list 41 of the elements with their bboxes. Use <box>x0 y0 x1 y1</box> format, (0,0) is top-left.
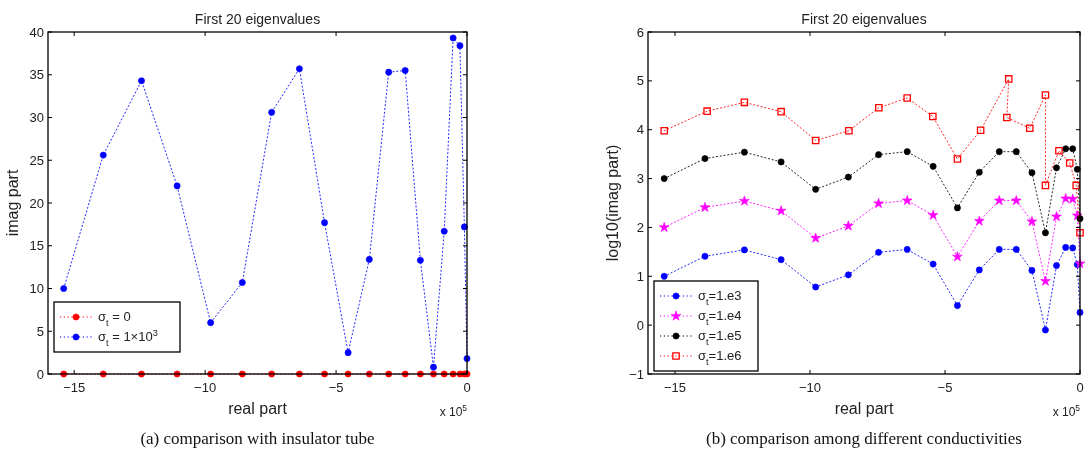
legend-label: σ$_{t}$=1.e3 <box>698 288 742 307</box>
y-tick-label: 20 <box>29 195 44 211</box>
y-tick-label: 2 <box>636 219 644 235</box>
y-tick-label: 30 <box>29 110 44 125</box>
x-tick-label: −10 <box>798 380 822 395</box>
legend-label: σ$_{t}$=1.e6 <box>698 348 742 367</box>
x-tick-label: −15 <box>663 380 687 395</box>
chart-title: First 20 eigenvalues <box>801 11 927 27</box>
x-tick-label: −5 <box>937 380 953 395</box>
y-tick-label: −1 <box>629 366 644 382</box>
chart-title: First 20 eigenvalues <box>194 11 321 27</box>
legend-label: σ$_{t}$=1.e4 <box>698 308 742 327</box>
y-tick-label: 5 <box>36 323 44 339</box>
x-tick-label: 0 <box>1076 380 1084 395</box>
x-axis-title: real part <box>834 400 894 417</box>
x-axis-title: real part <box>228 400 288 417</box>
text: x 10$^{5}$ <box>1052 403 1081 419</box>
y-tick-label: 10 <box>29 281 44 296</box>
legend-label: σ$_{t}$ = 0 <box>98 309 131 328</box>
x-tick-label: −15 <box>63 380 86 395</box>
text: (b) comparison among different conductivities <box>706 429 1022 448</box>
y-tick-label: 35 <box>29 67 44 83</box>
y-tick-label: 6 <box>636 24 644 40</box>
text: (a) comparison with insulator tube <box>140 429 375 448</box>
y-tick-label: 5 <box>636 73 644 89</box>
y-tick-label: 40 <box>29 24 44 40</box>
y-tick-label: 0 <box>36 366 44 382</box>
legend-label: σ$_{t}$ = 1×10$^{3}$ <box>98 328 158 348</box>
text: x 10$^{5}$ <box>439 403 468 419</box>
y-axis-title: imag part <box>4 169 21 237</box>
x-tick-label: −10 <box>194 380 217 395</box>
x-tick-label: −5 <box>328 380 344 395</box>
y-tick-label: 3 <box>636 171 644 187</box>
y-tick-label: 0 <box>636 317 644 333</box>
x-tick-label: 0 <box>463 380 471 395</box>
y-tick-label: 4 <box>636 122 644 138</box>
y-tick-label: 1 <box>636 268 644 284</box>
y-tick-label: 15 <box>29 238 44 254</box>
y-tick-label: 25 <box>29 152 44 168</box>
y-axis-title: log10(imag part) <box>604 144 621 262</box>
legend-label: σ$_{t}$=1.e5 <box>698 328 742 347</box>
